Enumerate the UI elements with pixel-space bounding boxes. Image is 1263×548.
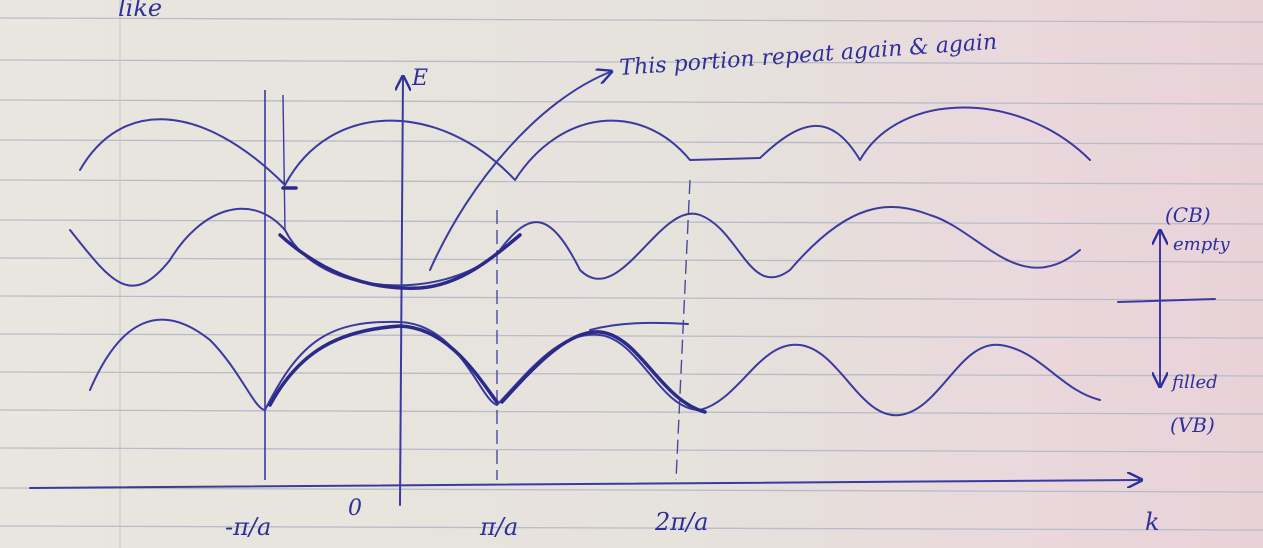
lower-state-label: filled [1170,372,1218,393]
tick-label: π/a [479,513,518,541]
tick-label: -π/a [225,513,271,541]
header-text: like [118,0,162,22]
tick-label: 2π/a [654,508,708,536]
tick-label: 0 [348,496,362,521]
paper [0,0,1263,548]
wavevector-axis-label: k [1145,508,1160,536]
upper-state-label: empty [1173,234,1230,255]
lower-band-label: (VB) [1170,413,1215,437]
notebook-drawing: like E k This portion repeat again & aga… [0,0,1263,548]
upper-band-label: (CB) [1165,203,1211,227]
page: like E k This portion repeat again & aga… [0,0,1263,548]
energy-axis-label: E [411,66,428,91]
